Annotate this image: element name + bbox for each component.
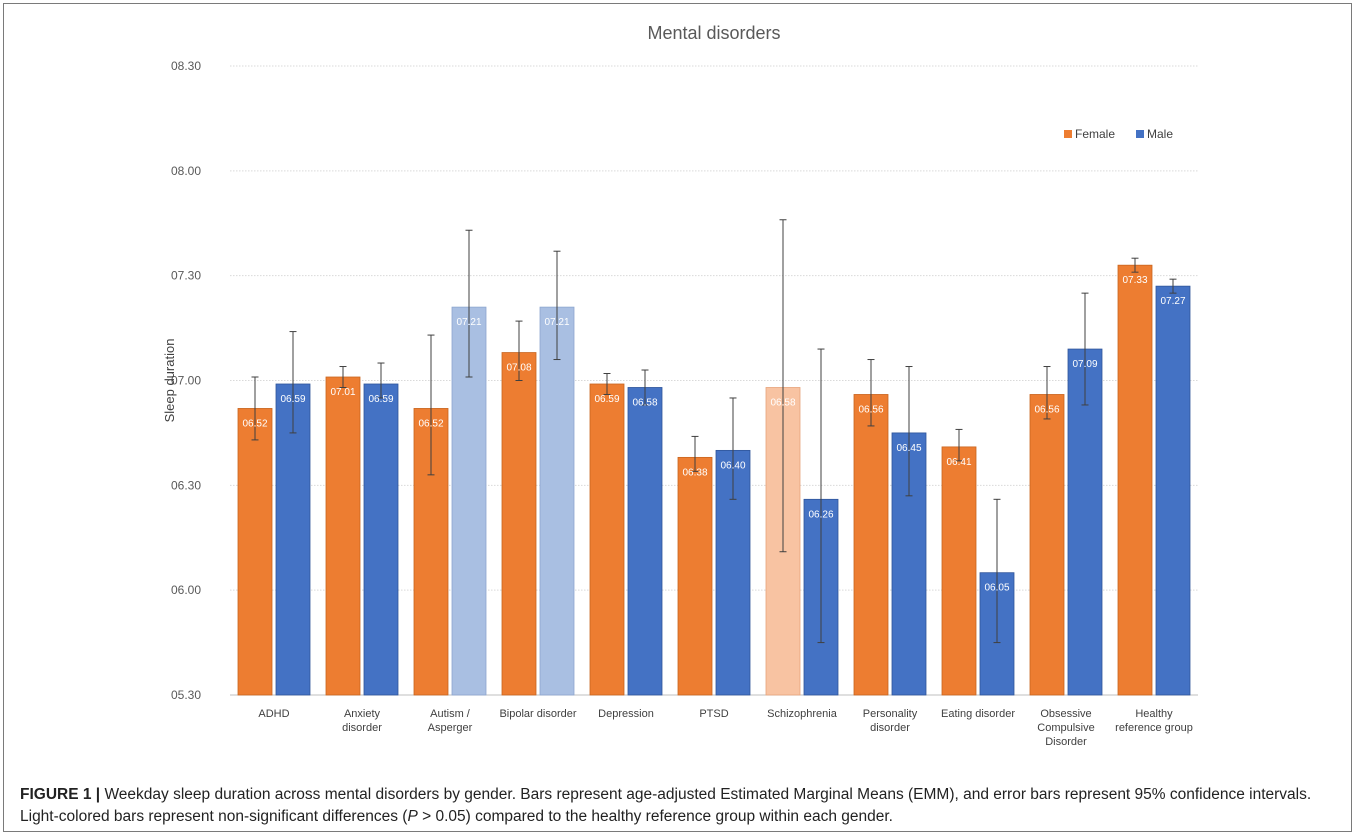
x-tick-label: PTSD	[699, 708, 728, 720]
data-label: 06.38	[682, 467, 707, 478]
data-label: 06.59	[594, 394, 619, 405]
bar-female	[853, 394, 889, 696]
x-tick-label: Eating disorder	[941, 708, 1015, 720]
bar-male	[627, 387, 663, 696]
y-tick-label: 06.30	[171, 478, 201, 492]
data-label: 06.58	[632, 397, 657, 408]
caption-text-a: Weekday sleep duration across mental dis…	[20, 786, 1312, 825]
y-tick-label: 08.30	[171, 59, 201, 73]
data-label: 06.45	[896, 443, 921, 454]
bar-female	[941, 446, 977, 696]
x-tick-label: Obsessive	[1040, 708, 1091, 720]
y-tick-label: 07.30	[171, 269, 201, 283]
bar-female	[1029, 394, 1065, 696]
bar-male	[363, 383, 399, 696]
y-axis-title: Sleep duration	[162, 339, 177, 423]
bar-male	[451, 306, 487, 696]
x-tick-label: reference group	[1115, 722, 1193, 734]
data-label: 06.56	[858, 404, 883, 415]
y-tick-label: 05.30	[171, 688, 201, 702]
y-tick-label: 08.00	[171, 164, 201, 178]
x-tick-label: Disorder	[1045, 736, 1087, 748]
bar-female	[501, 352, 537, 696]
x-tick-label: Compulsive	[1037, 722, 1094, 734]
bar-male	[1155, 285, 1191, 696]
x-tick-label: disorder	[342, 722, 382, 734]
x-tick-label: Autism /	[430, 708, 471, 720]
caption-text-b: > 0.05) compared to the healthy referenc…	[417, 808, 893, 825]
data-label: 06.52	[418, 418, 443, 429]
x-tick-label: Bipolar disorder	[499, 708, 576, 720]
y-tick-label: 07.00	[171, 374, 201, 388]
bar-chart: Mental disorders 05.30 06.00 06.30 07.00 07.3…	[162, 23, 1198, 748]
legend-swatch-male	[1136, 130, 1144, 138]
legend-swatch-female	[1064, 130, 1072, 138]
y-tick-label: 06.00	[171, 583, 201, 597]
bar-male	[275, 383, 311, 696]
bar-female	[237, 408, 273, 696]
data-label: 07.27	[1160, 296, 1185, 307]
figure-caption: FIGURE 1 | Weekday sleep duration across…	[20, 784, 1345, 828]
data-label: 07.09	[1072, 359, 1097, 370]
data-label: 06.41	[946, 457, 971, 468]
caption-p: P	[407, 808, 418, 825]
chart-title: Mental disorders	[647, 23, 780, 43]
data-label: 06.58	[770, 397, 795, 408]
bar-female	[1117, 264, 1153, 696]
data-label: 06.59	[280, 394, 305, 405]
data-label: 06.40	[720, 460, 745, 471]
data-label: 07.08	[506, 363, 531, 374]
bar-female	[325, 376, 361, 696]
x-tick-label: Depression	[598, 708, 654, 720]
x-tick-label: Asperger	[428, 722, 473, 734]
data-label: 07.01	[330, 387, 355, 398]
figure-frame: Mental disorders 05.30 06.00 06.30 07.00 07.3…	[3, 3, 1352, 832]
x-tick-label: Healthy	[1135, 708, 1173, 720]
data-label: 06.56	[1034, 404, 1059, 415]
data-label: 06.52	[242, 418, 267, 429]
x-tick-label: disorder	[870, 722, 910, 734]
legend-label-male: Male	[1147, 127, 1173, 141]
data-label: 07.33	[1122, 275, 1147, 286]
caption-label: FIGURE 1 |	[20, 786, 101, 803]
bar-male	[539, 306, 575, 696]
legend-label-female: Female	[1075, 127, 1115, 141]
bar-female	[677, 456, 713, 696]
data-label: 07.21	[456, 317, 481, 328]
x-tick-label: ADHD	[258, 708, 289, 720]
data-label: 06.26	[808, 509, 833, 520]
data-label: 07.21	[544, 317, 569, 328]
x-tick-label: Personality	[863, 708, 918, 720]
data-label: 06.59	[368, 394, 393, 405]
x-tick-label: Anxiety	[344, 708, 381, 720]
x-tick-label: Schizophrenia	[767, 708, 838, 720]
bar-female	[589, 383, 625, 696]
data-label: 06.05	[984, 583, 1009, 594]
